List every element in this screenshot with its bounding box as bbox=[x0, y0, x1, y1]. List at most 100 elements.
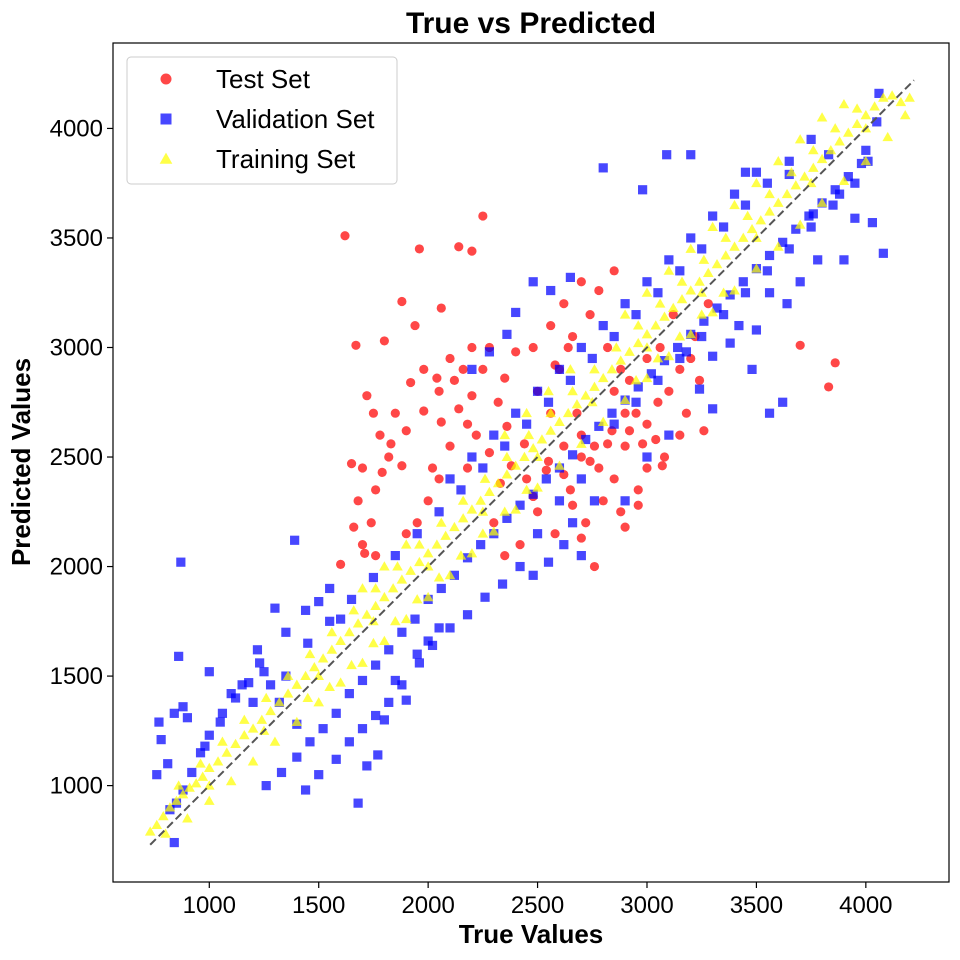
point-square bbox=[261, 781, 271, 791]
point-square bbox=[182, 713, 193, 723]
point-square bbox=[850, 178, 860, 188]
point-square bbox=[292, 752, 302, 762]
point-circle bbox=[419, 406, 429, 416]
point-square bbox=[642, 277, 652, 287]
point-square bbox=[467, 364, 477, 374]
point-triangle bbox=[247, 756, 259, 766]
point-triangle bbox=[177, 789, 189, 799]
point-triangle bbox=[589, 381, 600, 391]
point-triangle bbox=[611, 342, 622, 352]
y-tick-label: 1500 bbox=[50, 663, 103, 690]
point-square bbox=[357, 724, 368, 734]
point-square bbox=[252, 645, 263, 655]
point-triangle bbox=[895, 96, 907, 107]
point-circle bbox=[436, 303, 446, 313]
point-square bbox=[607, 408, 617, 418]
point-circle bbox=[567, 500, 578, 510]
point-square bbox=[390, 551, 400, 561]
point-square bbox=[778, 237, 788, 247]
point-triangle bbox=[510, 504, 521, 514]
point-circle bbox=[541, 465, 551, 475]
point-circle bbox=[657, 461, 667, 471]
point-square bbox=[230, 693, 241, 703]
point-circle bbox=[478, 211, 488, 221]
point-triangle bbox=[838, 99, 850, 109]
y-axis-label: Predicted Values bbox=[6, 358, 36, 566]
point-square bbox=[631, 310, 641, 320]
point-triangle bbox=[361, 609, 373, 619]
point-circle bbox=[694, 375, 705, 385]
point-triangle bbox=[475, 495, 486, 505]
point-circle bbox=[576, 533, 586, 543]
point-triangle bbox=[742, 210, 753, 221]
point-triangle bbox=[667, 302, 679, 313]
point-triangle bbox=[554, 416, 565, 426]
point-square bbox=[187, 767, 197, 778]
point-circle bbox=[377, 467, 387, 477]
point-circle bbox=[349, 522, 359, 532]
point-triangle bbox=[212, 756, 224, 766]
point-square bbox=[594, 421, 604, 431]
point-triangle bbox=[414, 539, 425, 549]
point-triangle bbox=[291, 679, 303, 689]
point-triangle bbox=[158, 810, 169, 821]
point-square bbox=[762, 266, 772, 276]
point-triangle bbox=[565, 364, 576, 374]
point-circle bbox=[462, 463, 473, 473]
point-square bbox=[255, 658, 265, 668]
point-square bbox=[576, 342, 586, 353]
point-triangle bbox=[589, 364, 600, 374]
point-square bbox=[554, 364, 565, 374]
point-triangle bbox=[886, 90, 898, 100]
point-triangle bbox=[720, 250, 732, 260]
point-triangle bbox=[239, 729, 250, 740]
point-square bbox=[434, 507, 444, 517]
point-square bbox=[718, 310, 729, 320]
point-triangle bbox=[492, 478, 504, 488]
point-square bbox=[528, 570, 538, 580]
point-square bbox=[653, 375, 663, 385]
point-circle bbox=[609, 266, 619, 276]
point-triangle bbox=[790, 180, 802, 190]
point-circle bbox=[699, 426, 709, 436]
point-triangle bbox=[260, 692, 272, 702]
point-circle bbox=[668, 310, 678, 320]
point-triangle bbox=[606, 364, 618, 374]
point-square bbox=[598, 163, 608, 173]
point-triangle bbox=[851, 118, 863, 129]
point-triangle bbox=[335, 677, 346, 687]
point-square bbox=[300, 785, 311, 795]
point-circle bbox=[346, 458, 357, 469]
point-square bbox=[410, 614, 420, 624]
point-triangle bbox=[488, 526, 500, 536]
point-square bbox=[462, 610, 473, 620]
point-square bbox=[791, 224, 801, 234]
point-triangle bbox=[352, 618, 364, 628]
point-circle bbox=[563, 342, 573, 353]
point-square bbox=[532, 386, 543, 396]
point-square bbox=[204, 730, 214, 740]
point-triangle bbox=[619, 309, 631, 319]
y-tick-label: 4000 bbox=[50, 115, 103, 142]
x-tick-label: 1500 bbox=[292, 892, 345, 919]
y-tick-label: 2500 bbox=[50, 444, 103, 471]
point-square bbox=[314, 597, 324, 607]
point-square bbox=[331, 708, 341, 718]
point-triangle bbox=[527, 442, 539, 453]
point-square bbox=[353, 798, 363, 808]
point-square bbox=[427, 640, 438, 651]
point-circle bbox=[436, 417, 446, 427]
point-square bbox=[445, 474, 455, 484]
point-triangle bbox=[501, 469, 513, 479]
point-circle bbox=[515, 540, 525, 550]
point-square bbox=[567, 450, 578, 460]
point-circle bbox=[410, 320, 420, 331]
point-circle bbox=[638, 439, 648, 449]
point-square bbox=[806, 222, 816, 232]
point-triangle bbox=[414, 556, 425, 567]
point-circle bbox=[371, 485, 381, 495]
point-square bbox=[515, 561, 525, 572]
point-triangle bbox=[379, 591, 390, 602]
point-square bbox=[712, 303, 722, 313]
point-triangle bbox=[521, 407, 532, 418]
